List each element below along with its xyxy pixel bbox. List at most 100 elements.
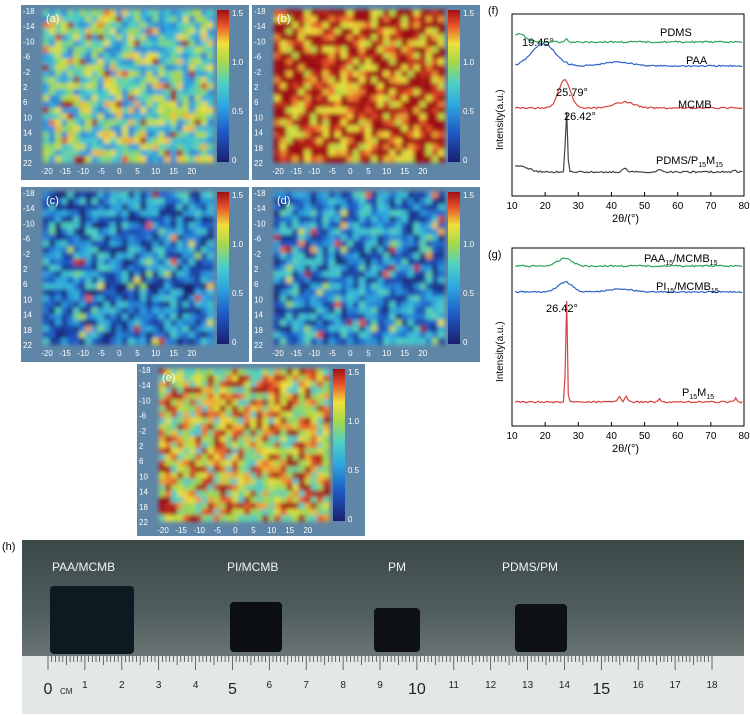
x-tick: -5 — [214, 526, 222, 535]
ruler-number: 8 — [340, 680, 346, 691]
x-tick: 5 — [135, 167, 140, 176]
sample-pi-mcmb — [230, 602, 282, 652]
y-tick: 22 — [254, 159, 263, 168]
x-tick-label: 60 — [672, 431, 684, 442]
x-tick: -5 — [98, 167, 106, 176]
y-tick: 10 — [139, 472, 148, 481]
ruler-unit: CM — [60, 687, 73, 696]
x-tick-label: 10 — [506, 201, 518, 212]
ruler-number: 18 — [706, 680, 718, 691]
colorbar-tick: 0 — [232, 156, 237, 165]
x-tick: 5 — [366, 167, 371, 176]
ruler-number: 9 — [377, 680, 383, 691]
ruler-number: 16 — [633, 680, 645, 691]
x-tick-label: 60 — [672, 201, 684, 212]
x-tick-label: 80 — [738, 431, 750, 442]
y-tick: 10 — [23, 113, 32, 122]
colorbar-tick: 1.0 — [348, 417, 360, 426]
x-tick: -5 — [329, 167, 337, 176]
trace-label-pdms: PDMS — [660, 27, 692, 39]
y-tick: 2 — [23, 265, 28, 274]
ruler-number: 2 — [119, 680, 125, 691]
map-label-3: (d) — [277, 195, 290, 207]
x-tick-label: 80 — [738, 201, 750, 212]
x-tick-label: 20 — [540, 201, 552, 212]
y-tick: -2 — [139, 427, 147, 436]
x-tick: -15 — [59, 349, 71, 358]
y-tick: 14 — [139, 488, 148, 497]
y-tick: 18 — [23, 326, 32, 335]
colorbar-tick: 1.0 — [463, 58, 475, 67]
plot-area-g — [511, 247, 745, 427]
x-tick-label: 70 — [705, 431, 717, 442]
y-tick: -6 — [254, 235, 262, 244]
x-tick: 5 — [366, 349, 371, 358]
y-tick: 14 — [254, 129, 263, 138]
y-tick: 6 — [139, 457, 144, 466]
y-tick: -6 — [254, 53, 262, 62]
y-tick: -18 — [254, 189, 266, 198]
y-tick: -18 — [254, 7, 266, 16]
colorbar — [448, 192, 460, 344]
x-tick: 20 — [187, 349, 196, 358]
colorbar-tick: 1.5 — [463, 191, 475, 200]
y-tick: 6 — [254, 280, 259, 289]
colorbar-tick: 1.5 — [232, 9, 244, 18]
colorbar-tick: 0.5 — [232, 289, 244, 298]
x-tick: 10 — [151, 167, 160, 176]
ruler — [22, 656, 744, 714]
map-label-1: (b) — [277, 13, 290, 25]
panel-label-g: (g) — [488, 249, 501, 261]
y-tick: -10 — [254, 37, 266, 46]
y-tick: 18 — [139, 503, 148, 512]
y-axis-label-g: Intensity(a.u.) — [495, 321, 506, 382]
y-tick: -14 — [254, 204, 266, 213]
x-tick-label: 50 — [639, 431, 651, 442]
x-tick: 15 — [169, 167, 178, 176]
xrd-trace-0 — [515, 32, 743, 44]
x-tick: -15 — [290, 167, 302, 176]
x-tick: -10 — [77, 167, 89, 176]
panel-label-h: (h) — [2, 541, 16, 553]
y-tick: -6 — [23, 53, 31, 62]
y-tick: 6 — [23, 280, 28, 289]
x-tick: 0 — [348, 349, 353, 358]
y-tick: -10 — [23, 219, 35, 228]
y-tick: 14 — [254, 311, 263, 320]
x-tick: 5 — [135, 349, 140, 358]
x-tick: 20 — [187, 167, 196, 176]
x-tick-label: 70 — [705, 201, 717, 212]
colorbar-tick: 0.5 — [463, 107, 475, 116]
y-tick: 18 — [254, 326, 263, 335]
sample-photo: PAA/MCMB PI/MCMB PM PDMS/PM 0 1 2 3 4 5 6 7 8 9 10… — [22, 540, 744, 714]
x-tick: -5 — [98, 349, 106, 358]
x-tick: 10 — [382, 167, 391, 176]
y-tick: -18 — [23, 7, 35, 16]
ruler-number: 1 — [82, 680, 88, 691]
y-tick: -2 — [23, 68, 31, 77]
ruler-number: 10 — [408, 681, 426, 698]
y-tick: -10 — [23, 37, 35, 46]
x-tick: -10 — [308, 349, 320, 358]
y-tick: -2 — [254, 68, 262, 77]
map-label-2: (c) — [46, 195, 59, 207]
y-tick: -18 — [23, 189, 35, 198]
y-tick: 10 — [254, 113, 263, 122]
x-tick: 15 — [169, 349, 178, 358]
y-tick: 6 — [23, 98, 28, 107]
sample-pm — [374, 608, 420, 652]
peak-label-26: 26.42° — [564, 111, 596, 123]
colorbar-tick: 1.0 — [232, 58, 244, 67]
y-tick: -14 — [139, 381, 151, 390]
map-label-4: (e) — [162, 372, 175, 384]
y-tick: 22 — [139, 518, 148, 527]
sample-paa-mcmb — [50, 586, 134, 654]
plot-area-f — [511, 13, 745, 197]
colorbar-tick: 1.5 — [232, 191, 244, 200]
map-label-0: (a) — [46, 13, 59, 25]
ruler-number: 12 — [485, 680, 497, 691]
trace-label-paa-mcmb: PAA15/MCMB15 — [644, 253, 718, 267]
y-tick: 2 — [139, 442, 144, 451]
